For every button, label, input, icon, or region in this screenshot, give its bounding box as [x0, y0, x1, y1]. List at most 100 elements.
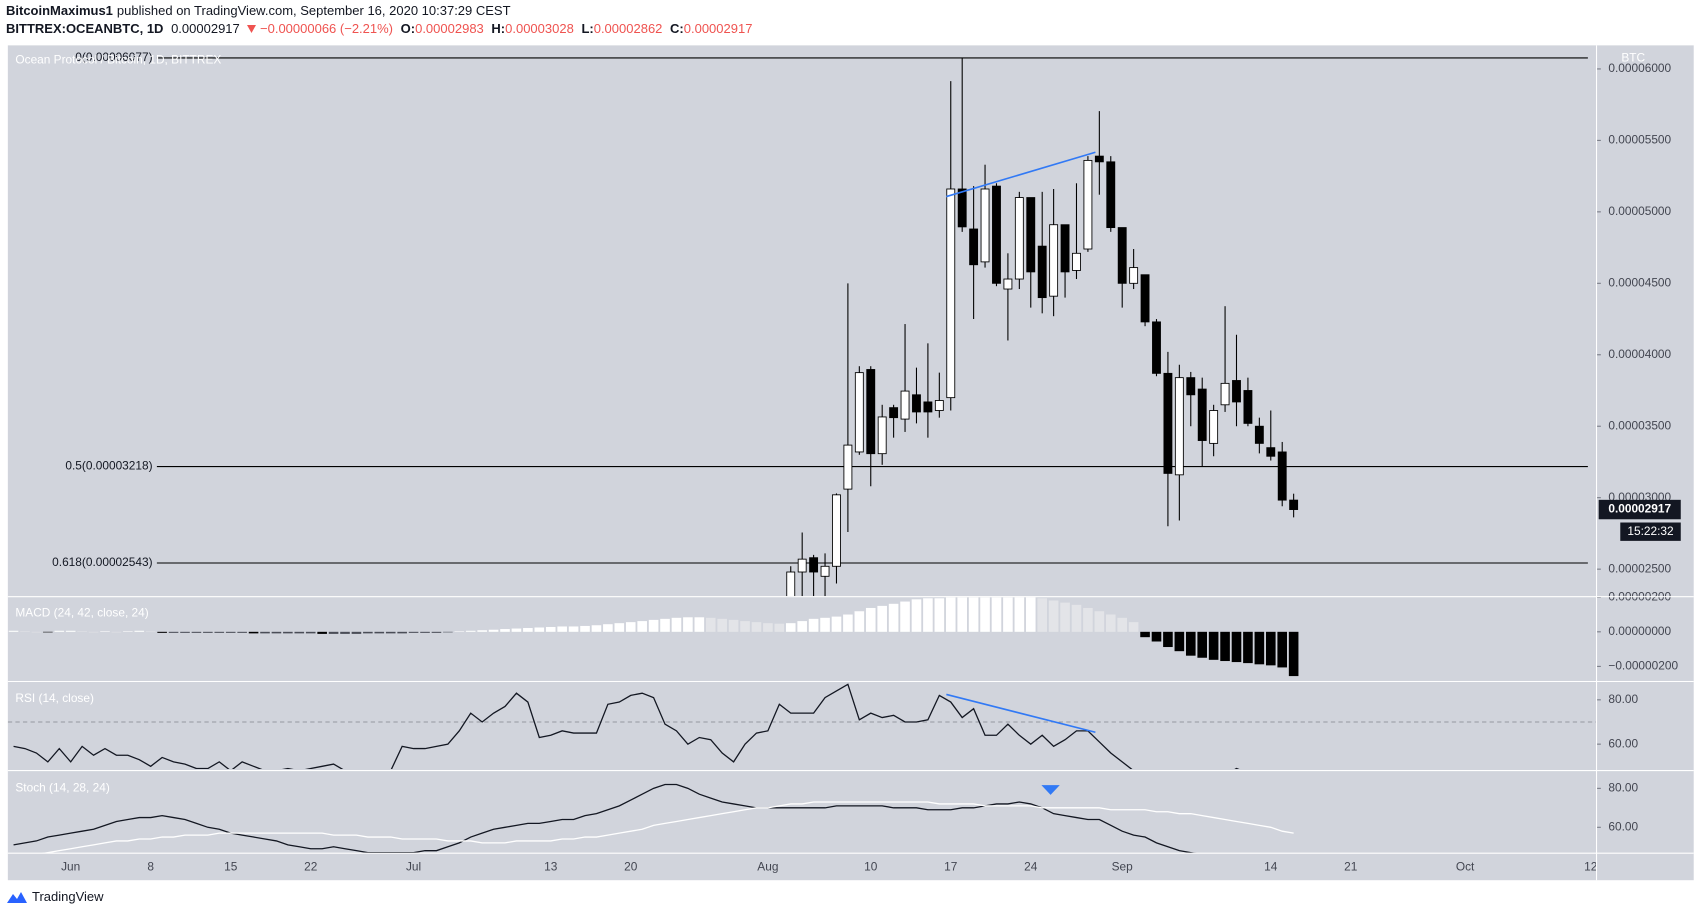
histogram-bar — [1117, 617, 1128, 632]
histogram-bar — [728, 619, 739, 632]
histogram-bar — [431, 631, 442, 633]
histogram-bar — [1197, 631, 1208, 658]
x-tick-label: Sep — [1112, 859, 1134, 873]
candle-body — [1174, 377, 1184, 476]
candle-body — [820, 565, 830, 577]
candle-body — [1117, 227, 1127, 284]
histogram-bar — [877, 605, 887, 632]
y-tick-label: 0.00000000 — [1608, 624, 1671, 638]
candle-body — [992, 185, 1001, 284]
histogram-bar — [100, 631, 110, 632]
histogram-bar — [1003, 597, 1013, 632]
histogram-bar — [774, 623, 785, 632]
histogram-bar — [523, 628, 533, 632]
candle-body — [1289, 499, 1299, 510]
histogram-bar — [317, 631, 327, 634]
candle-body — [969, 228, 979, 266]
candle-body — [1254, 425, 1264, 444]
histogram-bar — [477, 630, 487, 632]
y-tick-label: 0.00004500 — [1608, 275, 1671, 289]
candle-body — [900, 390, 910, 420]
header-line: BITTREX:OCEANBTC, 1D 0.00002917 −0.00000… — [6, 21, 756, 36]
histogram-bar — [54, 630, 65, 632]
fib-label: 0.5(0.00003218) — [65, 459, 152, 473]
x-tick-label: 13 — [544, 859, 558, 873]
histogram-bar — [180, 631, 190, 633]
histogram-bar — [671, 617, 682, 632]
y-tick-label: 0.00005000 — [1608, 204, 1671, 218]
y-tick-label: 60.00 — [1608, 736, 1638, 750]
histogram-bar — [363, 631, 373, 634]
candle-body — [797, 558, 807, 573]
candle-body — [854, 372, 864, 453]
stoch-pane — [13, 783, 1294, 854]
histogram-bar — [1220, 631, 1230, 662]
histogram-bar — [717, 618, 727, 632]
histogram-bar — [957, 597, 967, 632]
histogram-bar — [854, 611, 865, 632]
histogram-bar — [705, 617, 716, 632]
histogram-bar — [991, 597, 1002, 632]
histogram-bar — [591, 625, 602, 632]
histogram-bar — [683, 617, 693, 632]
histogram-bar — [385, 631, 396, 634]
histogram-bar — [1185, 631, 1196, 656]
symbol[interactable]: BITTREX:OCEANBTC, 1D — [6, 21, 164, 36]
candle-body — [1060, 224, 1070, 273]
candle-body — [1014, 197, 1024, 280]
histogram-bar — [328, 631, 339, 634]
histogram-bar — [1254, 631, 1265, 665]
candle-body — [1197, 388, 1207, 441]
candle-body — [1232, 380, 1241, 403]
histogram-bar — [1174, 631, 1185, 652]
histogram-bar — [1163, 631, 1173, 648]
y-tick-label: 80.00 — [1608, 692, 1638, 706]
histogram-bar — [88, 631, 99, 633]
author[interactable]: BitcoinMaximus1 — [6, 3, 113, 18]
candle-body — [1220, 382, 1230, 406]
y-tick-label: 0.00006000 — [1608, 61, 1671, 75]
ohlc-value: 0.00002917 — [683, 21, 753, 36]
countdown-box — [1620, 522, 1681, 541]
histogram-bar — [911, 599, 922, 632]
histogram-bar — [488, 629, 499, 632]
histogram-bar — [340, 631, 350, 634]
histogram-bar — [145, 631, 156, 632]
y-tick-label: 0.00005500 — [1608, 133, 1671, 147]
ohlc-label: O: — [400, 21, 416, 36]
histogram-bar — [934, 598, 945, 632]
fib-label: 0(0.00006077) — [75, 50, 152, 64]
panel-title: Stoch (14, 28, 24) — [15, 781, 109, 795]
published: published on TradingView.com, September … — [116, 3, 511, 18]
histogram-bar — [1140, 631, 1150, 638]
footer[interactable]: TradingView — [6, 889, 104, 904]
candle-body — [1106, 161, 1116, 229]
candle-body — [957, 188, 967, 228]
x-tick-label: 24 — [1024, 859, 1038, 873]
candle-body — [1037, 245, 1047, 299]
last-price-box — [1598, 499, 1681, 520]
indicator-line — [13, 783, 1199, 854]
indicator-line — [40, 801, 1294, 854]
ohlc-value: 0.00003028 — [505, 21, 574, 36]
histogram-bar — [168, 631, 179, 633]
histogram-bar — [374, 631, 385, 634]
histogram-bar — [1037, 598, 1047, 632]
histogram-bar — [797, 621, 807, 632]
histogram-bar — [557, 626, 567, 632]
panel-title: MACD (24, 42, close, 24) — [15, 606, 148, 620]
histogram-bar — [1014, 597, 1025, 632]
histogram-bar — [980, 597, 990, 632]
rsi-pane — [7, 683, 1597, 769]
indicator-line — [13, 683, 1240, 769]
histogram-bar — [660, 618, 670, 632]
histogram-bar — [500, 629, 510, 632]
histogram-bar — [865, 607, 876, 632]
histogram-bar — [1048, 600, 1059, 632]
x-tick-label: 17 — [944, 859, 957, 873]
histogram-bar — [603, 624, 613, 632]
histogram-bar — [294, 631, 305, 634]
chart-title: Ocean Protocol / Bitcoin, 1D, BITTREX — [15, 53, 221, 67]
